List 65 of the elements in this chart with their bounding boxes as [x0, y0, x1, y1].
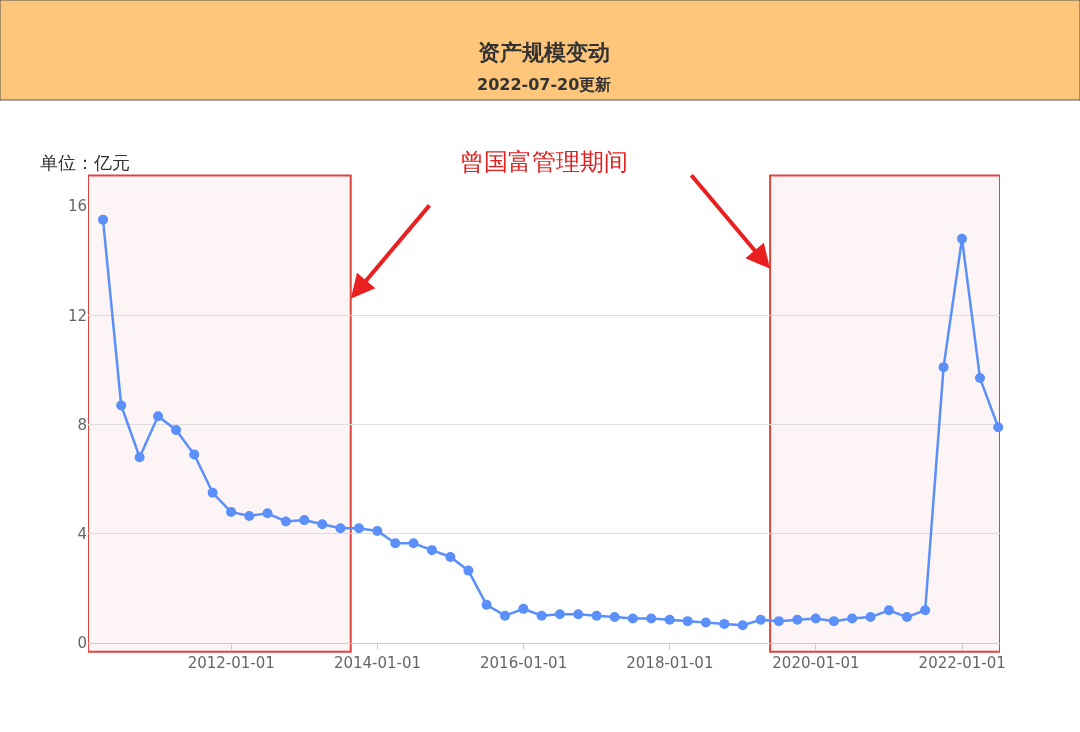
point [938, 362, 949, 373]
y-tick-label: 4 [77, 525, 87, 543]
x-tick-label: 2020-01-01 [772, 654, 860, 672]
point [372, 526, 383, 537]
point [682, 616, 693, 627]
point [828, 616, 839, 627]
point [646, 613, 657, 624]
point [609, 612, 620, 623]
point [335, 523, 346, 534]
point [518, 603, 529, 614]
y-axis-title: 单位：亿元 [40, 152, 130, 173]
point [627, 613, 638, 624]
x-tick-label: 2018-01-01 [626, 654, 714, 672]
point [536, 610, 547, 621]
y-tick-label: 16 [67, 197, 87, 216]
point [171, 424, 182, 435]
point [280, 516, 291, 527]
point [116, 400, 127, 411]
point [98, 214, 109, 225]
y-tick-label: 0 [77, 634, 87, 653]
chart-title: 资产规模变动 [478, 40, 610, 65]
point [244, 511, 255, 521]
point [262, 508, 273, 519]
chart-subtitle: 2022-07-20更新 [477, 75, 612, 94]
point [920, 605, 931, 616]
point [134, 452, 145, 463]
point [189, 449, 200, 460]
point [993, 422, 1004, 433]
point [153, 411, 164, 422]
x-tick-label: 2016-01-01 [480, 654, 568, 672]
point [426, 545, 437, 556]
x-tick-label: 2022-01-01 [918, 654, 1006, 672]
point [664, 614, 675, 625]
point [591, 610, 602, 621]
x-tick-label: 2014-01-01 [333, 654, 422, 672]
point [390, 538, 401, 549]
point [317, 519, 328, 530]
point [299, 515, 310, 526]
text: 曾国富管理期间 [460, 148, 628, 176]
point [847, 613, 858, 624]
point [408, 538, 419, 549]
point [956, 233, 967, 244]
point [573, 609, 584, 620]
point [883, 605, 894, 616]
x-tick-label: 2012-01-01 [187, 654, 275, 672]
point [207, 487, 218, 498]
y-tick-label: 8 [77, 415, 87, 434]
point [499, 610, 510, 621]
point [226, 506, 237, 517]
point [481, 599, 492, 610]
point [974, 373, 985, 384]
point [737, 620, 748, 631]
point [463, 565, 474, 576]
point [554, 609, 565, 620]
y-tick-label: 12 [67, 306, 87, 325]
point [865, 612, 876, 623]
point [792, 614, 803, 625]
point [353, 523, 364, 534]
point [755, 614, 766, 625]
point [719, 618, 730, 629]
point [700, 617, 711, 628]
point [810, 613, 821, 624]
point [901, 612, 912, 623]
point [445, 551, 456, 562]
point [773, 616, 784, 627]
